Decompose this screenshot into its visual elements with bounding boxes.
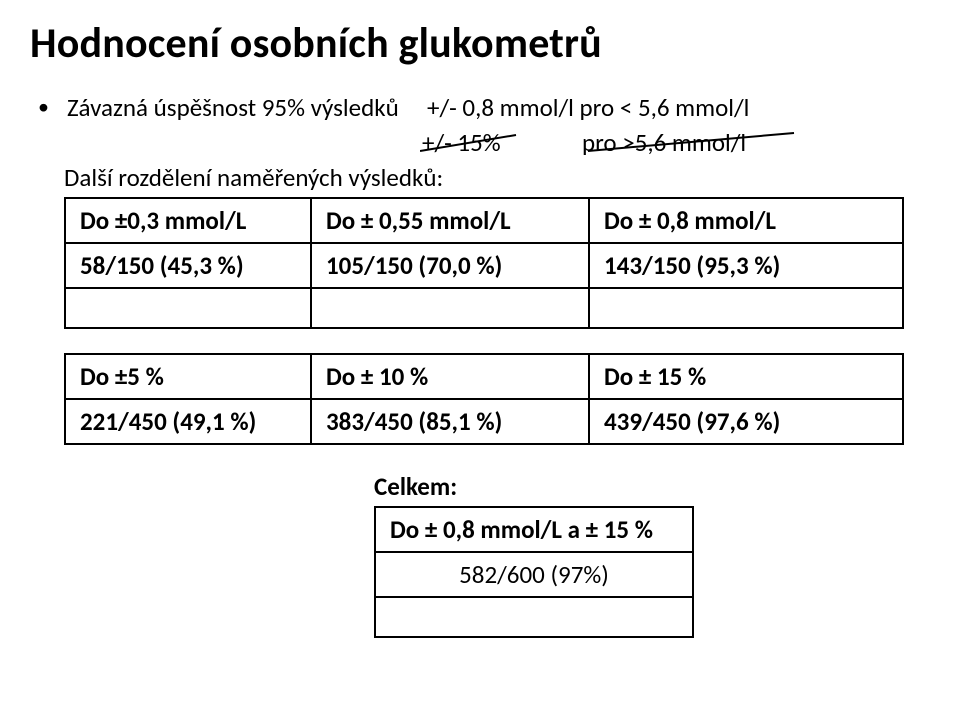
celkem-label: Celkem: [374,471,930,502]
t1-h3: Do ± 0,8 mmol/L [589,198,903,243]
slide: Hodnocení osobních glukometrů • Závazná … [0,0,960,703]
table-row: Do ± 0,8 mmol/L a ± 15 % [375,507,693,552]
t1-h2: Do ± 0,55 mmol/L [311,198,589,243]
page-title: Hodnocení osobních glukometrů [30,18,930,69]
t2-h3: Do ± 15 % [589,354,903,399]
t2-v3: 439/450 (97,6 %) [589,399,903,444]
table-row: Do ±5 % Do ± 10 % Do ± 15 % [65,354,903,399]
table-row: 58/150 (45,3 %) 105/150 (70,0 %) 143/150… [65,243,903,288]
subline: Další rozdělení naměřených výsledků: [64,162,930,193]
bullet-line-1: • Závazná úspěšnost 95% výsledků +/- 0,8… [38,91,930,125]
t1-h1: Do ±0,3 mmol/L [65,198,311,243]
spec-line1-left: Závazná úspěšnost 95% výsledků [67,92,399,123]
spec-line1-right: +/- 0,8 mmol/l pro < 5,6 mmol/l [427,92,749,123]
table-row: Do ±0,3 mmol/L Do ± 0,55 mmol/L Do ± 0,8… [65,198,903,243]
t1-v3: 143/150 (95,3 %) [589,243,903,288]
table-row [65,288,903,328]
table-2: Do ±5 % Do ± 10 % Do ± 15 % 221/450 (49,… [64,353,904,445]
spec-line2-right: pro >5,6 mmol/l [582,127,746,158]
t2-v2: 383/450 (85,1 %) [311,399,589,444]
table-3: Do ± 0,8 mmol/L a ± 15 % 582/600 (97%) [374,506,694,638]
empty-cell [375,597,693,637]
empty-cell [65,288,311,328]
t2-v1: 221/450 (49,1 %) [65,399,311,444]
bullet-dot-icon: • [38,91,49,123]
table-row: 221/450 (49,1 %) 383/450 (85,1 %) 439/45… [65,399,903,444]
empty-cell [589,288,903,328]
t2-h1: Do ±5 % [65,354,311,399]
t2-h2: Do ± 10 % [311,354,589,399]
spec-line2-left: +/- 15% [422,127,501,158]
bullet-text: Závazná úspěšnost 95% výsledků +/- 0,8 m… [67,91,749,125]
table-1: Do ±0,3 mmol/L Do ± 0,55 mmol/L Do ± 0,8… [64,197,904,329]
table-row [375,597,693,637]
t1-v1: 58/150 (45,3 %) [65,243,311,288]
bullet-line-2: +/- 15% pro >5,6 mmol/l [422,127,930,158]
t1-v2: 105/150 (70,0 %) [311,243,589,288]
table-row: 582/600 (97%) [375,552,693,597]
empty-cell [311,288,589,328]
t3-r2: 582/600 (97%) [375,552,693,597]
t3-r1: Do ± 0,8 mmol/L a ± 15 % [375,507,693,552]
